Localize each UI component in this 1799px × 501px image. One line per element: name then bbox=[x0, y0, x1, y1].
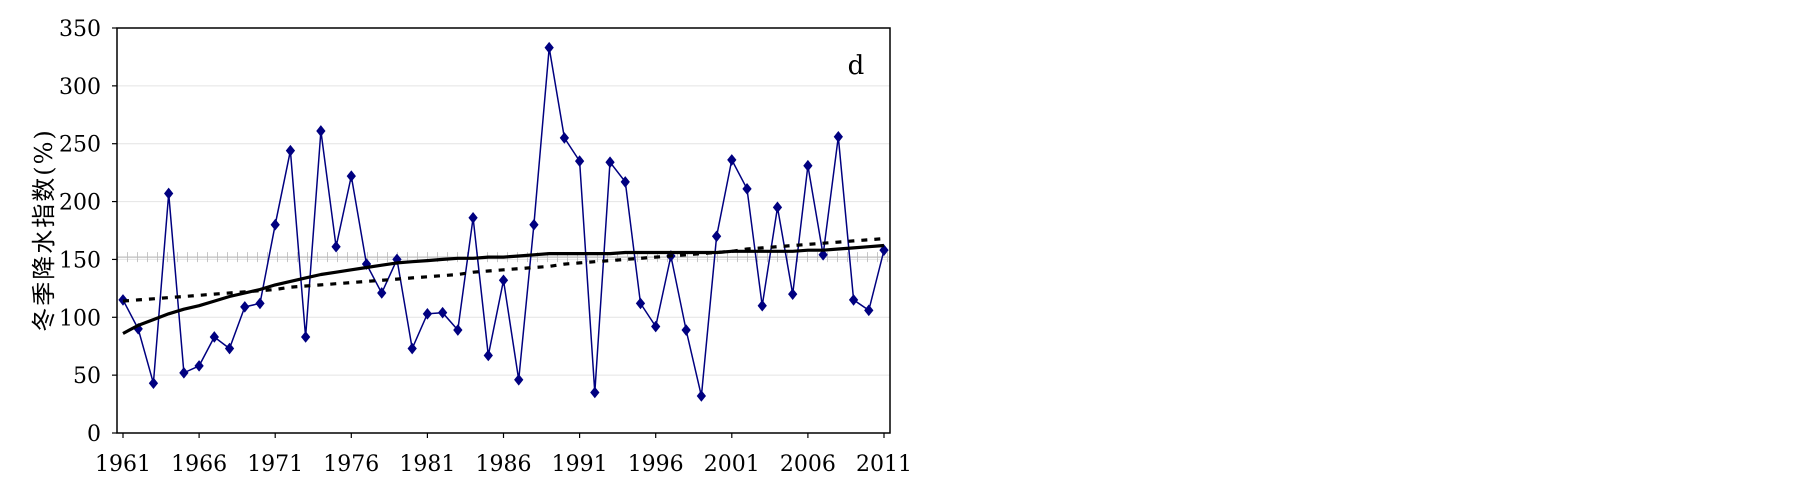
data-point-marker bbox=[255, 297, 265, 310]
labels-layer: d 冬季降水指数(%) bbox=[30, 51, 864, 332]
data-point-marker bbox=[711, 230, 722, 243]
y-axis-label: 冬季降水指数(%) bbox=[30, 128, 58, 332]
series-line-trend bbox=[122, 237, 885, 303]
data-point-marker bbox=[818, 248, 828, 261]
data-point-marker bbox=[514, 373, 524, 386]
series-layer bbox=[118, 41, 889, 402]
data-point-marker bbox=[651, 320, 661, 333]
data-point-marker bbox=[742, 183, 752, 195]
data-point-marker bbox=[864, 304, 874, 317]
data-point-marker bbox=[407, 342, 417, 355]
data-point-marker bbox=[270, 218, 280, 231]
data-point-marker bbox=[879, 244, 889, 256]
x-tick-label: 1981 bbox=[399, 452, 455, 477]
data-point-marker bbox=[696, 390, 707, 402]
data-point-marker bbox=[498, 274, 509, 287]
data-point-marker bbox=[377, 287, 387, 299]
y-tick-label: 0 bbox=[87, 422, 101, 447]
x-tick-label: 2001 bbox=[704, 452, 760, 477]
x-tick-label: 1961 bbox=[95, 452, 151, 477]
data-point-marker bbox=[164, 187, 174, 200]
y-tick-label: 150 bbox=[59, 248, 101, 273]
data-point-marker bbox=[194, 360, 204, 372]
data-point-marker bbox=[620, 176, 630, 188]
axes-layer: 0 50 100 150 200 250 300 350 1961 1966 1971 1976 198… bbox=[59, 17, 912, 477]
series-line-index bbox=[122, 47, 885, 397]
y-tick-label: 300 bbox=[59, 75, 101, 100]
data-point-marker bbox=[757, 299, 767, 312]
data-point-marker bbox=[574, 155, 585, 167]
series-line-running-mean bbox=[122, 243, 885, 335]
data-point-marker bbox=[148, 377, 159, 390]
data-point-marker bbox=[316, 125, 326, 137]
x-tick-label: 1966 bbox=[171, 452, 227, 477]
x-tick-label: 2006 bbox=[780, 452, 836, 477]
data-point-marker bbox=[559, 132, 570, 144]
data-point-marker bbox=[529, 218, 539, 231]
data-point-marker bbox=[788, 288, 798, 300]
x-tick-label: 1991 bbox=[552, 452, 608, 477]
data-point-marker bbox=[605, 156, 615, 169]
data-point-marker bbox=[590, 386, 600, 399]
y-tick-label: 350 bbox=[59, 17, 101, 42]
data-point-marker bbox=[346, 170, 356, 182]
data-point-marker bbox=[285, 144, 296, 157]
x-tick-label: 1996 bbox=[628, 452, 684, 477]
data-point-marker bbox=[635, 297, 646, 310]
data-point-marker bbox=[727, 154, 737, 166]
data-point-marker bbox=[483, 349, 493, 362]
x-tick-label: 1986 bbox=[476, 452, 532, 477]
x-tick-label: 2011 bbox=[856, 452, 912, 477]
data-point-marker bbox=[437, 306, 448, 319]
y-tick-label: 250 bbox=[59, 133, 101, 158]
data-point-marker bbox=[544, 41, 554, 54]
data-point-marker bbox=[833, 130, 843, 143]
data-point-marker bbox=[681, 324, 691, 336]
data-point-marker bbox=[179, 367, 189, 379]
data-point-marker bbox=[422, 308, 433, 320]
data-point-marker bbox=[848, 294, 859, 306]
data-point-marker bbox=[772, 201, 783, 214]
data-point-marker bbox=[300, 331, 311, 343]
y-tick-label: 200 bbox=[59, 191, 101, 216]
y-tick-label: 50 bbox=[73, 364, 101, 389]
data-point-marker bbox=[240, 301, 250, 313]
data-point-marker bbox=[224, 342, 235, 355]
data-point-marker bbox=[803, 159, 813, 172]
y-tick-label: 100 bbox=[59, 306, 101, 331]
x-tick-label: 1976 bbox=[323, 452, 379, 477]
data-point-marker bbox=[453, 324, 463, 336]
data-point-marker bbox=[468, 211, 478, 224]
data-point-marker bbox=[331, 240, 341, 253]
x-tick-label: 1971 bbox=[247, 452, 303, 477]
grid-layer bbox=[117, 85, 890, 376]
panel-label: d bbox=[848, 51, 865, 81]
data-point-marker bbox=[209, 331, 219, 343]
